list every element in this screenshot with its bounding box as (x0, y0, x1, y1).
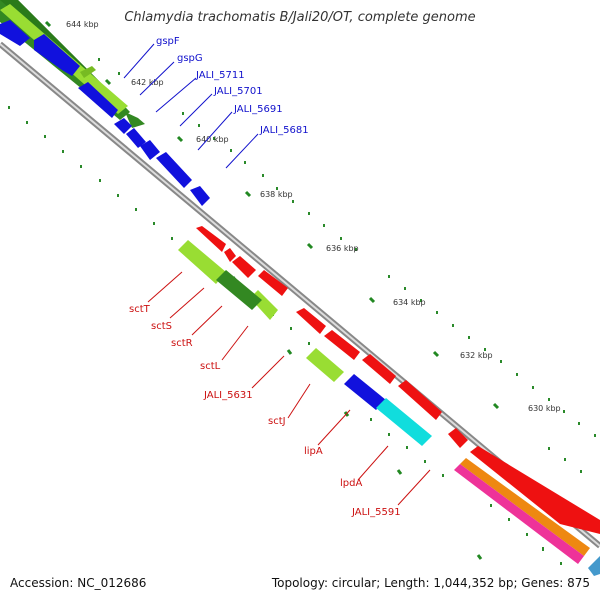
gene-label-gspF[interactable]: gspF (156, 36, 180, 47)
blue-track-inner (344, 374, 386, 410)
dark-green-track (216, 270, 262, 310)
ruler-label-636: 636 kbp (326, 244, 359, 253)
outer-blue-track (0, 20, 210, 206)
gene-label-jali-5681[interactable]: JALI_5681 (259, 125, 309, 136)
topology-summary: Topology: circular; Length: 1,044,352 bp… (271, 576, 590, 590)
gene-label-lipA[interactable]: lipA (304, 446, 323, 457)
gene-label-sctS[interactable]: sctS (151, 321, 172, 332)
gene-label-sctT[interactable]: sctT (129, 304, 151, 315)
leader-lines-top (123, 43, 259, 169)
gene-label-jali-5711[interactable]: JALI_5711 (195, 70, 245, 81)
leader-lines-bottom (147, 271, 431, 506)
ruler-label-632: 632 kbp (460, 351, 493, 360)
ruler-label-640: 640 kbp (196, 135, 229, 144)
ruler-label-638: 638 kbp (260, 190, 293, 199)
red-track (196, 226, 600, 534)
magenta-track (454, 464, 584, 564)
map-title: Chlamydia trachomatis B/Jali20/OT, compl… (124, 10, 476, 25)
gene-label-jali-5691[interactable]: JALI_5691 (233, 104, 283, 115)
orange-track (460, 458, 590, 556)
gene-label-jali-5631[interactable]: JALI_5631 (203, 390, 253, 401)
ruler-label-634: 634 kbp (393, 298, 426, 307)
ruler-label-642: 642 kbp (131, 78, 164, 87)
light-blue-fragment (588, 556, 600, 576)
gene-label-jali-5701[interactable]: JALI_5701 (213, 86, 263, 97)
gene-label-sctL[interactable]: sctL (200, 361, 221, 372)
ruler-label-644: 644 kbp (66, 20, 99, 29)
minor-ticks (8, 58, 596, 565)
cyan-track (376, 398, 432, 446)
gene-label-sctR[interactable]: sctR (171, 338, 193, 349)
gene-label-gspG[interactable]: gspG (177, 53, 203, 64)
gene-label-jali-5591[interactable]: JALI_5591 (351, 507, 401, 518)
accession-text: Accession: NC_012686 (10, 576, 147, 590)
gene-label-lpdA[interactable]: lpdA (340, 478, 362, 489)
gene-label-sctJ[interactable]: sctJ (268, 416, 286, 427)
ruler-label-630: 630 kbp (528, 404, 561, 413)
